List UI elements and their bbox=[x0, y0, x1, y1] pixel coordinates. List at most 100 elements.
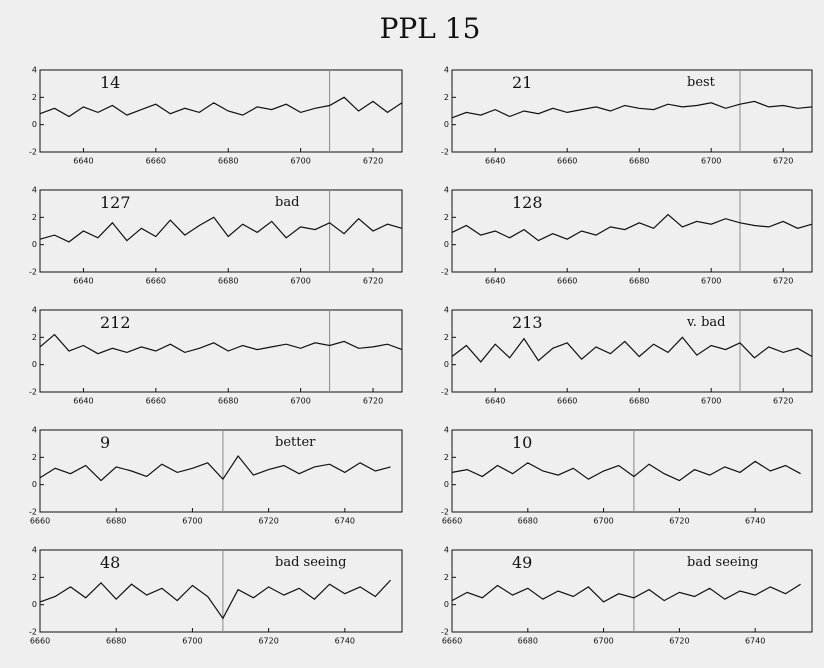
x-tick-label: 6660 bbox=[557, 277, 577, 286]
panel-note: best bbox=[687, 75, 716, 90]
y-tick-label: -2 bbox=[29, 388, 37, 397]
plot-frame bbox=[39, 309, 403, 393]
x-tick-label: 6680 bbox=[218, 397, 238, 406]
x-tick-label: 6720 bbox=[669, 517, 689, 526]
x-tick-label: 6740 bbox=[745, 637, 765, 646]
y-tick-label: 2 bbox=[444, 93, 449, 102]
spectrum-line bbox=[451, 583, 801, 603]
x-tick-label: 6660 bbox=[442, 637, 462, 646]
plot-frame bbox=[451, 549, 813, 633]
x-tick-label: 6680 bbox=[106, 637, 126, 646]
x-tick-label: 6640 bbox=[485, 277, 505, 286]
y-tick-label: 4 bbox=[444, 66, 449, 75]
plot-frame bbox=[451, 309, 813, 393]
x-tick-label: 6700 bbox=[593, 637, 613, 646]
x-tick-label: 6720 bbox=[773, 157, 793, 166]
x-tick-label: 6680 bbox=[106, 517, 126, 526]
x-tick-label: 6700 bbox=[290, 397, 310, 406]
panel-note: v. bad bbox=[686, 315, 725, 330]
y-tick-label: 4 bbox=[32, 66, 37, 75]
x-tick-label: 6640 bbox=[73, 277, 93, 286]
spectrum-line bbox=[451, 336, 813, 363]
x-tick-label: 6700 bbox=[593, 517, 613, 526]
plot-frame bbox=[39, 429, 403, 513]
x-tick-label: 6640 bbox=[485, 157, 505, 166]
x-tick-label: 6740 bbox=[335, 637, 355, 646]
y-tick-label: 0 bbox=[32, 240, 37, 249]
y-tick-label: -2 bbox=[441, 388, 449, 397]
y-tick-label: 0 bbox=[444, 360, 449, 369]
spectrum-line bbox=[451, 213, 813, 242]
x-tick-label: 6720 bbox=[669, 637, 689, 646]
plot-frame bbox=[451, 429, 813, 513]
x-tick-label: 6660 bbox=[146, 397, 166, 406]
y-tick-label: 2 bbox=[444, 333, 449, 342]
y-tick-label: 2 bbox=[32, 453, 37, 462]
x-tick-label: 6660 bbox=[442, 517, 462, 526]
y-tick-label: -2 bbox=[29, 508, 37, 517]
y-tick-label: 0 bbox=[32, 120, 37, 129]
panel-label: 127 bbox=[100, 193, 131, 212]
y-tick-label: -2 bbox=[29, 148, 37, 157]
x-tick-label: 6660 bbox=[146, 157, 166, 166]
y-tick-label: 2 bbox=[32, 93, 37, 102]
panel-label: 128 bbox=[512, 193, 543, 212]
x-tick-label: 6720 bbox=[363, 397, 383, 406]
x-tick-label: 6720 bbox=[258, 637, 278, 646]
x-tick-label: 6700 bbox=[701, 277, 721, 286]
spectrum-line bbox=[451, 460, 801, 482]
y-tick-label: -2 bbox=[441, 628, 449, 637]
y-tick-label: -2 bbox=[441, 508, 449, 517]
x-tick-label: 6720 bbox=[773, 277, 793, 286]
x-tick-label: 6700 bbox=[182, 637, 202, 646]
spectrum-line bbox=[39, 579, 392, 620]
y-tick-label: -2 bbox=[441, 268, 449, 277]
y-tick-label: 4 bbox=[444, 426, 449, 435]
panel-label: 14 bbox=[100, 73, 120, 92]
y-tick-label: 0 bbox=[444, 600, 449, 609]
plot-frame bbox=[39, 549, 403, 633]
spectrum-line bbox=[39, 454, 391, 482]
x-tick-label: 6680 bbox=[218, 277, 238, 286]
x-tick-label: 6680 bbox=[218, 157, 238, 166]
x-tick-label: 6660 bbox=[557, 397, 577, 406]
panel-label: 21 bbox=[512, 73, 532, 92]
y-tick-label: 0 bbox=[32, 600, 37, 609]
spectrum-line bbox=[39, 333, 403, 355]
spectrum-line bbox=[39, 96, 403, 118]
x-tick-label: 6700 bbox=[701, 157, 721, 166]
y-tick-label: 2 bbox=[32, 573, 37, 582]
y-tick-label: -2 bbox=[441, 148, 449, 157]
x-tick-label: 6720 bbox=[258, 517, 278, 526]
y-tick-label: 0 bbox=[444, 120, 449, 129]
x-tick-label: 6740 bbox=[335, 517, 355, 526]
y-tick-label: 4 bbox=[444, 546, 449, 555]
x-tick-label: 6640 bbox=[73, 157, 93, 166]
x-tick-label: 6700 bbox=[290, 157, 310, 166]
spectrum-line bbox=[451, 100, 813, 119]
x-tick-label: 6660 bbox=[30, 517, 50, 526]
panel-note: bad bbox=[275, 195, 299, 210]
plot-frame bbox=[39, 189, 403, 273]
panel-label: 213 bbox=[512, 313, 543, 332]
x-tick-label: 6660 bbox=[30, 637, 50, 646]
x-tick-label: 6660 bbox=[146, 277, 166, 286]
panel-label: 49 bbox=[512, 553, 532, 572]
y-tick-label: 4 bbox=[32, 306, 37, 315]
y-tick-label: 4 bbox=[32, 426, 37, 435]
x-tick-label: 6680 bbox=[629, 277, 649, 286]
x-tick-label: 6700 bbox=[701, 397, 721, 406]
y-tick-label: 0 bbox=[444, 240, 449, 249]
plot-frame bbox=[451, 189, 813, 273]
y-tick-label: 4 bbox=[32, 546, 37, 555]
plot-frame bbox=[451, 69, 813, 153]
panel-note: bad seeing bbox=[687, 555, 758, 570]
y-tick-label: 0 bbox=[444, 480, 449, 489]
x-tick-label: 6720 bbox=[363, 277, 383, 286]
x-tick-label: 6700 bbox=[290, 277, 310, 286]
x-tick-label: 6680 bbox=[518, 637, 538, 646]
y-tick-label: -2 bbox=[29, 628, 37, 637]
x-tick-label: 6700 bbox=[182, 517, 202, 526]
